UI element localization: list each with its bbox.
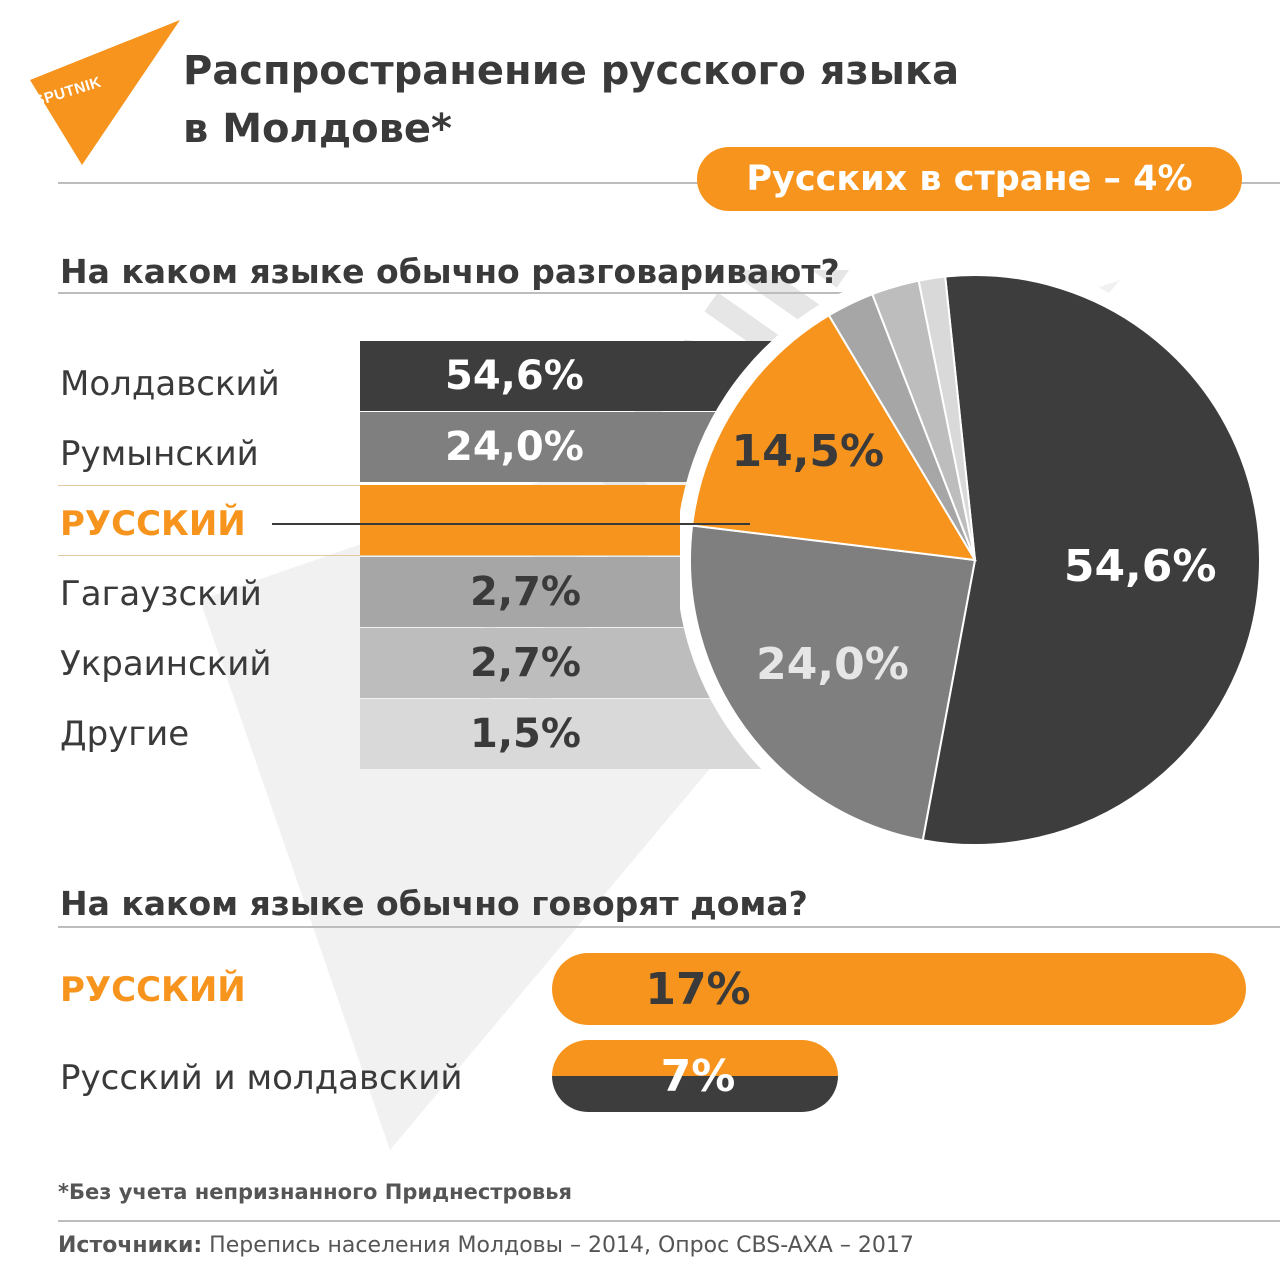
label-romanian: Румынский (60, 434, 259, 474)
footnote: *Без учета непризнанного Приднестровья (58, 1180, 572, 1204)
label-moldovan: Молдавский (60, 364, 280, 404)
pie-slice-romanian (689, 524, 977, 842)
bar-moldovan: 54,6% (360, 341, 780, 411)
russian-row-bottom-line (58, 555, 698, 556)
pie-label-romanian: 24,0% (756, 638, 909, 690)
sputnik-logo (30, 20, 180, 165)
home-label-russian: РУССКИЙ (60, 970, 246, 1010)
pie-slice-moldovan (921, 274, 1261, 846)
section-title-home: На каком языке обычно говорят дома? (60, 884, 808, 923)
pie-label-russian: 14,5% (731, 425, 885, 477)
footer-divider (58, 1220, 1280, 1222)
home-value-russian-moldovan: 7% (660, 1050, 736, 1102)
bar-value-others: 1,5% (470, 711, 581, 757)
home-value-russian: 17% (645, 963, 751, 1015)
bar-value-gagauz: 2,7% (470, 569, 581, 615)
language-pie-chart (680, 270, 1274, 859)
label-gagauz: Гагаузский (60, 574, 262, 614)
label-others: Другие (60, 714, 190, 754)
home-label-russian-moldovan: Русский и молдавский (60, 1058, 463, 1098)
section-title-spoken: На каком языке обычно разговаривают? (60, 252, 840, 291)
label-russian: РУССКИЙ (60, 504, 246, 544)
pie-slice-others (917, 275, 976, 561)
russian-leader-line (272, 523, 750, 525)
sources: Источники: Перепись населения Молдовы – … (58, 1233, 914, 1258)
bar-value-romanian: 24,0% (445, 424, 584, 470)
section1-divider (58, 292, 888, 294)
pie-slice-russian (690, 313, 977, 562)
home-bar-russian-moldovan (552, 1040, 838, 1112)
bar-value-moldovan: 54,6% (445, 353, 584, 399)
bar-others: 1,5% (360, 699, 780, 769)
title-divider (58, 182, 1280, 184)
sources-text: Перепись населения Молдовы – 2014, Опрос… (202, 1233, 914, 1258)
home-bar-russian (552, 953, 1246, 1025)
pie-label-moldovan: 54,6% (1063, 541, 1217, 593)
sources-label: Источники: (58, 1233, 203, 1258)
russians-share-badge: Русских в стране – 4% (697, 147, 1242, 211)
section2-divider (58, 926, 1280, 928)
page-title: Распространение русского языка в Молдове… (183, 48, 960, 152)
label-ukrainian: Украинский (60, 644, 272, 684)
bar-value-ukrainian: 2,7% (470, 640, 581, 686)
